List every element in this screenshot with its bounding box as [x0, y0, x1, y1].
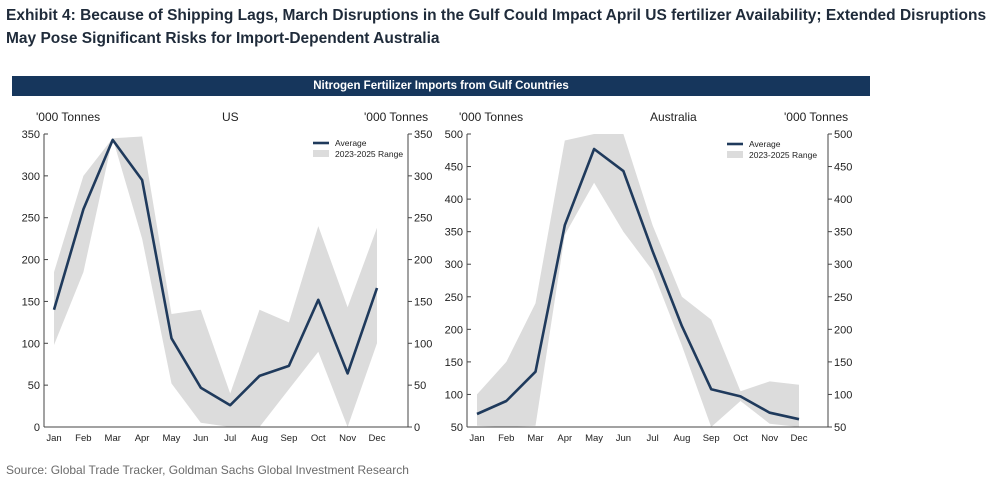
- x-tick-label-mar: Mar: [527, 433, 543, 444]
- y-axis-label-left: '000 Tonnes: [459, 110, 523, 124]
- y-tick-label-right: 200: [414, 255, 432, 267]
- y-tick-label-left: 200: [445, 324, 463, 336]
- legend-label-range: 2023-2025 Range: [335, 149, 403, 159]
- y-tick-label-right: 250: [834, 292, 852, 304]
- y-tick-label-right: 500: [834, 129, 852, 141]
- y-tick-label-left: 200: [22, 255, 40, 267]
- y-tick-label-right: 350: [834, 227, 852, 239]
- x-tick-label-dec: Dec: [369, 433, 386, 444]
- y-tick-label-right: 450: [834, 162, 852, 174]
- y-axis-label-right: '000 Tonnes: [364, 110, 428, 124]
- y-tick-label-right: 50: [414, 380, 426, 392]
- x-tick-label-feb: Feb: [498, 433, 514, 444]
- x-tick-label-apr: Apr: [557, 433, 572, 444]
- y-tick-label-left: 50: [28, 380, 40, 392]
- x-tick-label-jan: Jan: [46, 433, 61, 444]
- x-tick-label-jan: Jan: [469, 433, 484, 444]
- average-line-australia: [476, 147, 800, 421]
- legend-swatch-range: [313, 150, 329, 157]
- x-tick-label-oct: Oct: [311, 433, 326, 444]
- legend-label-average: Average: [749, 139, 781, 149]
- y-tick-label-left: 150: [22, 296, 40, 308]
- x-tick-label-nov: Nov: [761, 433, 778, 444]
- y-tick-label-left: 450: [445, 162, 463, 174]
- x-tick-label-may: May: [585, 433, 603, 444]
- y-tick-label-right: 100: [414, 338, 432, 350]
- chart-banner-title: Nitrogen Fertilizer Imports from Gulf Co…: [12, 76, 870, 96]
- y-tick-label-right: 100: [834, 389, 852, 401]
- legend-label-average: Average: [335, 138, 367, 148]
- x-tick-label-sep: Sep: [703, 433, 720, 444]
- y-tick-label-right: 300: [414, 171, 432, 183]
- x-tick-label-sep: Sep: [280, 433, 297, 444]
- y-tick-label-right: 250: [414, 213, 432, 225]
- x-tick-label-mar: Mar: [105, 433, 121, 444]
- chart-title-australia: Australia: [650, 110, 697, 124]
- x-tick-label-may: May: [162, 433, 180, 444]
- x-tick-label-apr: Apr: [135, 433, 150, 444]
- range-band-us: [54, 136, 377, 427]
- y-tick-label-left: 350: [22, 129, 40, 141]
- y-tick-label-left: 250: [22, 213, 40, 225]
- legend-label-range: 2023-2025 Range: [749, 150, 817, 160]
- y-tick-label-right: 300: [834, 259, 852, 271]
- x-tick-label-nov: Nov: [339, 433, 356, 444]
- y-tick-label-left: 350: [445, 227, 463, 239]
- y-tick-label-right: 200: [834, 324, 852, 336]
- y-tick-label-left: 0: [34, 422, 40, 434]
- y-tick-label-right: 150: [834, 357, 852, 369]
- x-tick-label-aug: Aug: [251, 433, 268, 444]
- range-band-australia: [477, 134, 799, 427]
- y-tick-label-left: 300: [445, 259, 463, 271]
- source-note: Source: Global Trade Tracker, Goldman Sa…: [6, 463, 409, 477]
- x-tick-label-jun: Jun: [193, 433, 208, 444]
- x-tick-label-oct: Oct: [733, 433, 748, 444]
- y-tick-label-right: 400: [834, 194, 852, 206]
- y-tick-label-right: 150: [414, 296, 432, 308]
- x-tick-label-jul: Jul: [647, 433, 659, 444]
- x-tick-label-jul: Jul: [224, 433, 236, 444]
- x-tick-label-aug: Aug: [673, 433, 690, 444]
- y-tick-label-left: 500: [445, 129, 463, 141]
- chart-title-us: US: [222, 110, 239, 124]
- legend-swatch-range: [727, 151, 743, 158]
- y-tick-label-right: 350: [414, 129, 432, 141]
- y-tick-label-left: 50: [451, 422, 463, 434]
- y-tick-label-left: 400: [445, 194, 463, 206]
- x-tick-label-feb: Feb: [75, 433, 91, 444]
- y-tick-label-left: 100: [22, 338, 40, 350]
- y-tick-label-left: 250: [445, 292, 463, 304]
- y-tick-label-left: 300: [22, 171, 40, 183]
- exhibit-headline: Exhibit 4: Because of Shipping Lags, Mar…: [6, 7, 987, 47]
- y-tick-label-left: 100: [445, 389, 463, 401]
- x-tick-label-dec: Dec: [791, 433, 808, 444]
- y-axis-label-right: '000 Tonnes: [784, 110, 848, 124]
- y-axis-label-left: '000 Tonnes: [36, 110, 100, 124]
- y-tick-label-right: 50: [834, 422, 846, 434]
- x-tick-label-jun: Jun: [616, 433, 631, 444]
- y-tick-label-left: 150: [445, 357, 463, 369]
- average-line-us: [52, 138, 379, 407]
- y-tick-label-right: 0: [414, 422, 420, 434]
